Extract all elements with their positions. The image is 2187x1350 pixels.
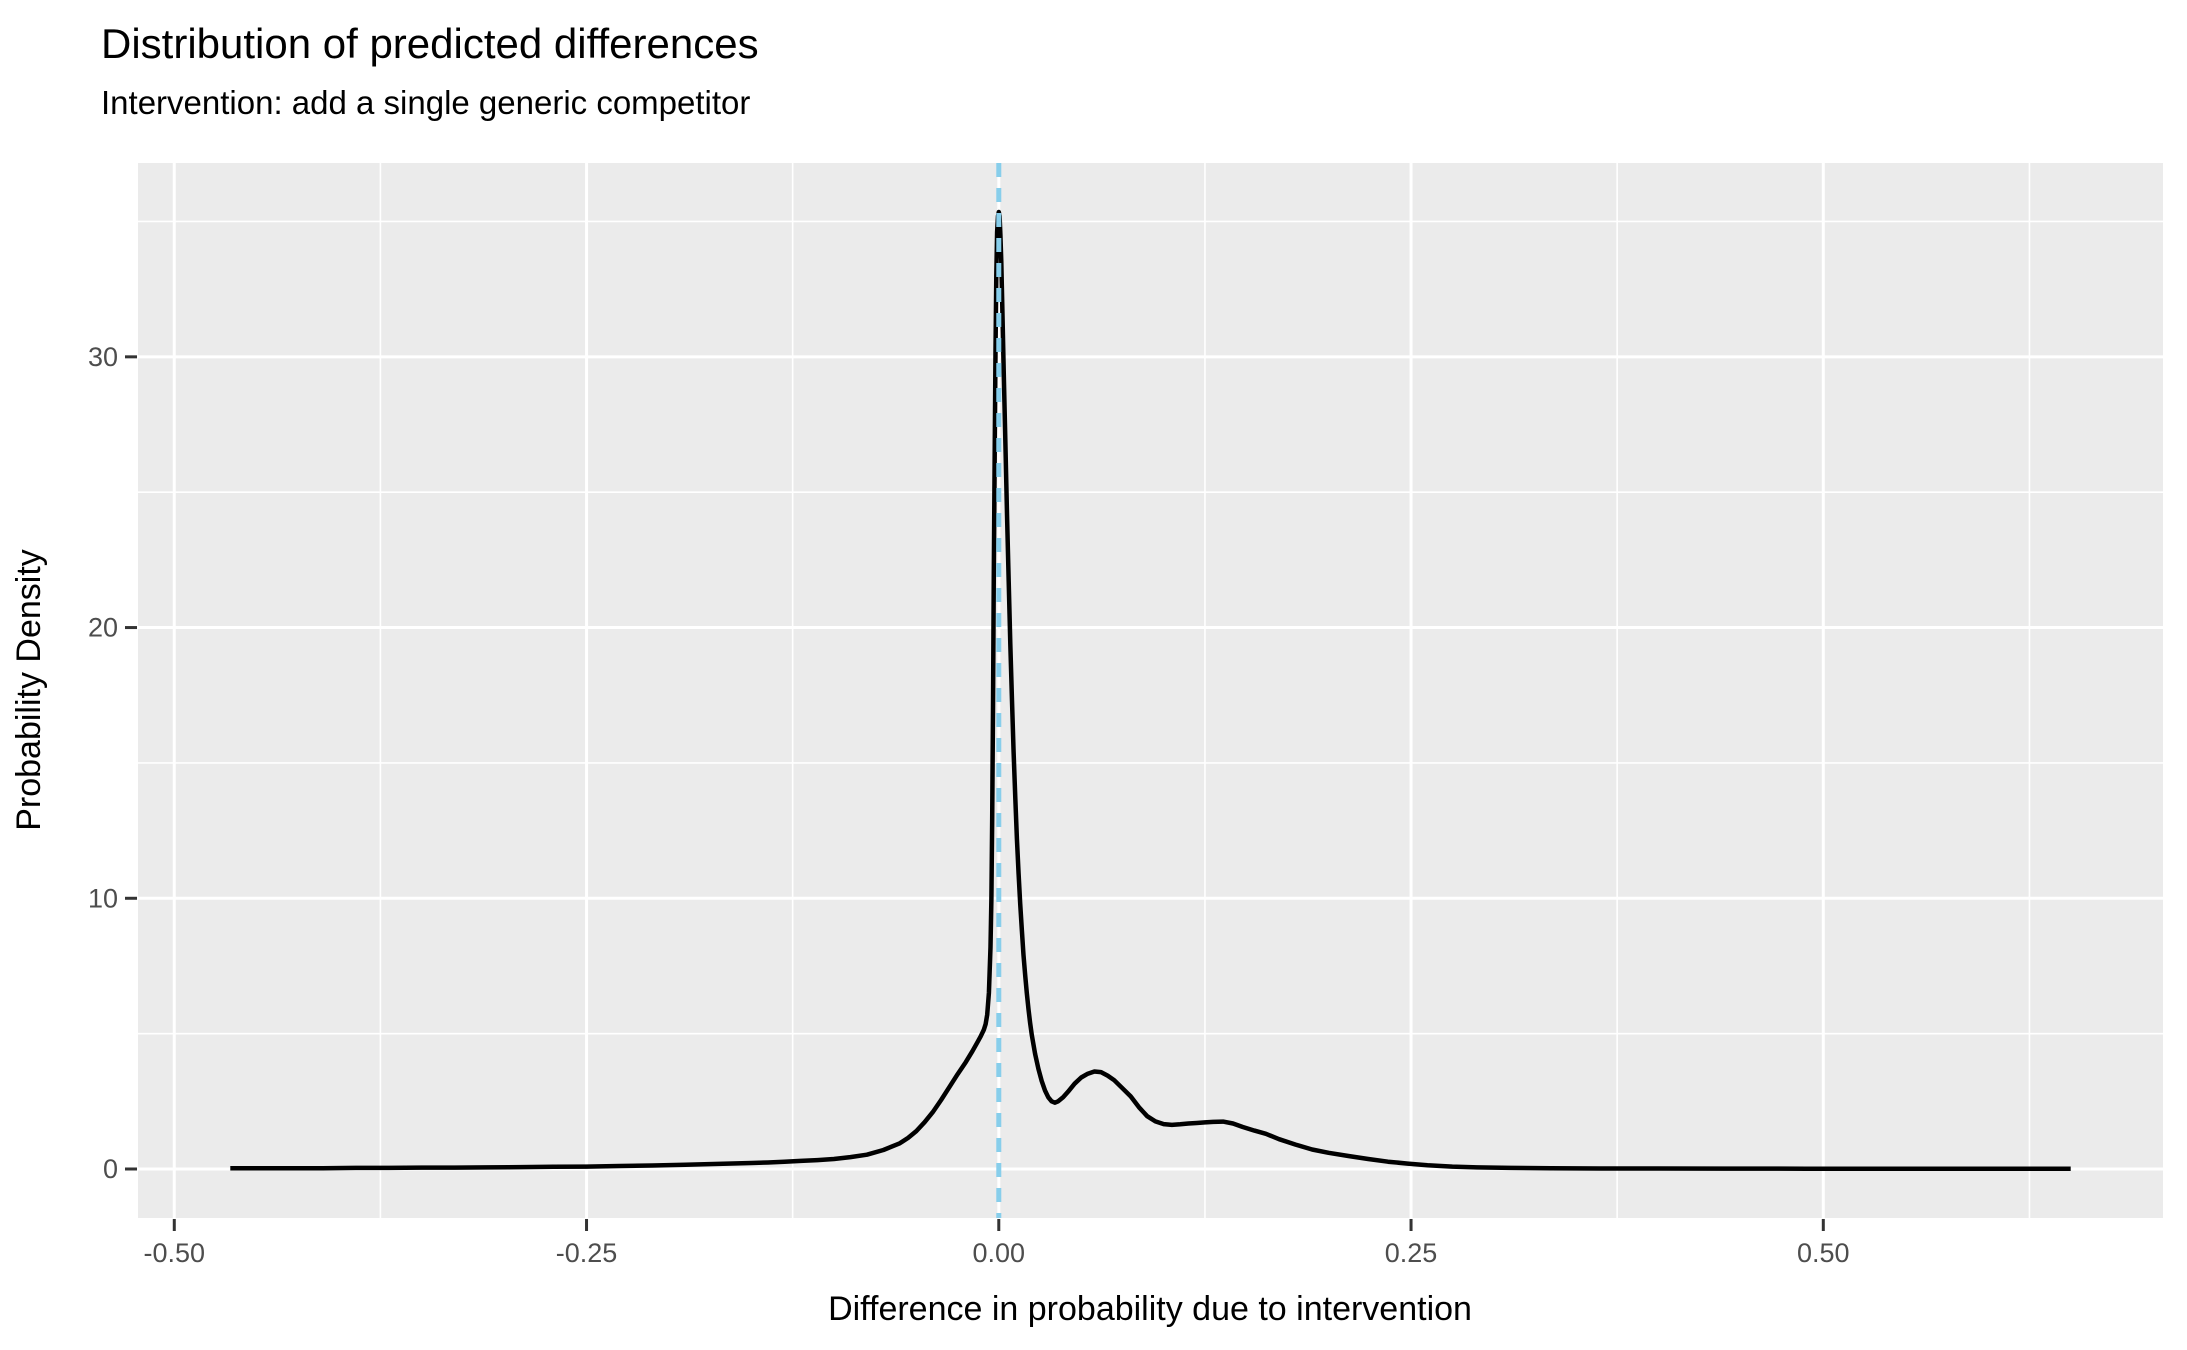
y-tick-label: 0 [103,1154,118,1184]
chart-title: Distribution of predicted differences [101,20,759,67]
chart-subtitle: Intervention: add a single generic compe… [101,84,750,121]
x-tick-label: 0.25 [1385,1238,1438,1268]
x-axis-ticks [172,1219,1825,1231]
y-tick-label: 30 [88,342,118,372]
x-tick-label: -0.50 [144,1238,206,1268]
plot-panel [138,163,2163,1218]
y-tick-label: 10 [88,883,118,913]
x-tick-label: 0.50 [1797,1238,1850,1268]
y-axis-ticks [125,355,137,1171]
minor-gridlines [138,163,2163,1218]
x-axis-tick-labels: -0.50 -0.25 0.00 0.25 0.50 [144,1238,1850,1268]
density-curve [230,209,2071,1171]
y-tick-label: 20 [88,613,118,643]
x-tick-label: 0.00 [973,1238,1026,1268]
x-tick-label: -0.25 [556,1238,618,1268]
y-axis-title: Probability Density [10,549,48,831]
y-axis-tick-labels: 0 10 20 30 [88,342,118,1184]
x-axis-title: Difference in probability due to interve… [828,1290,1472,1328]
